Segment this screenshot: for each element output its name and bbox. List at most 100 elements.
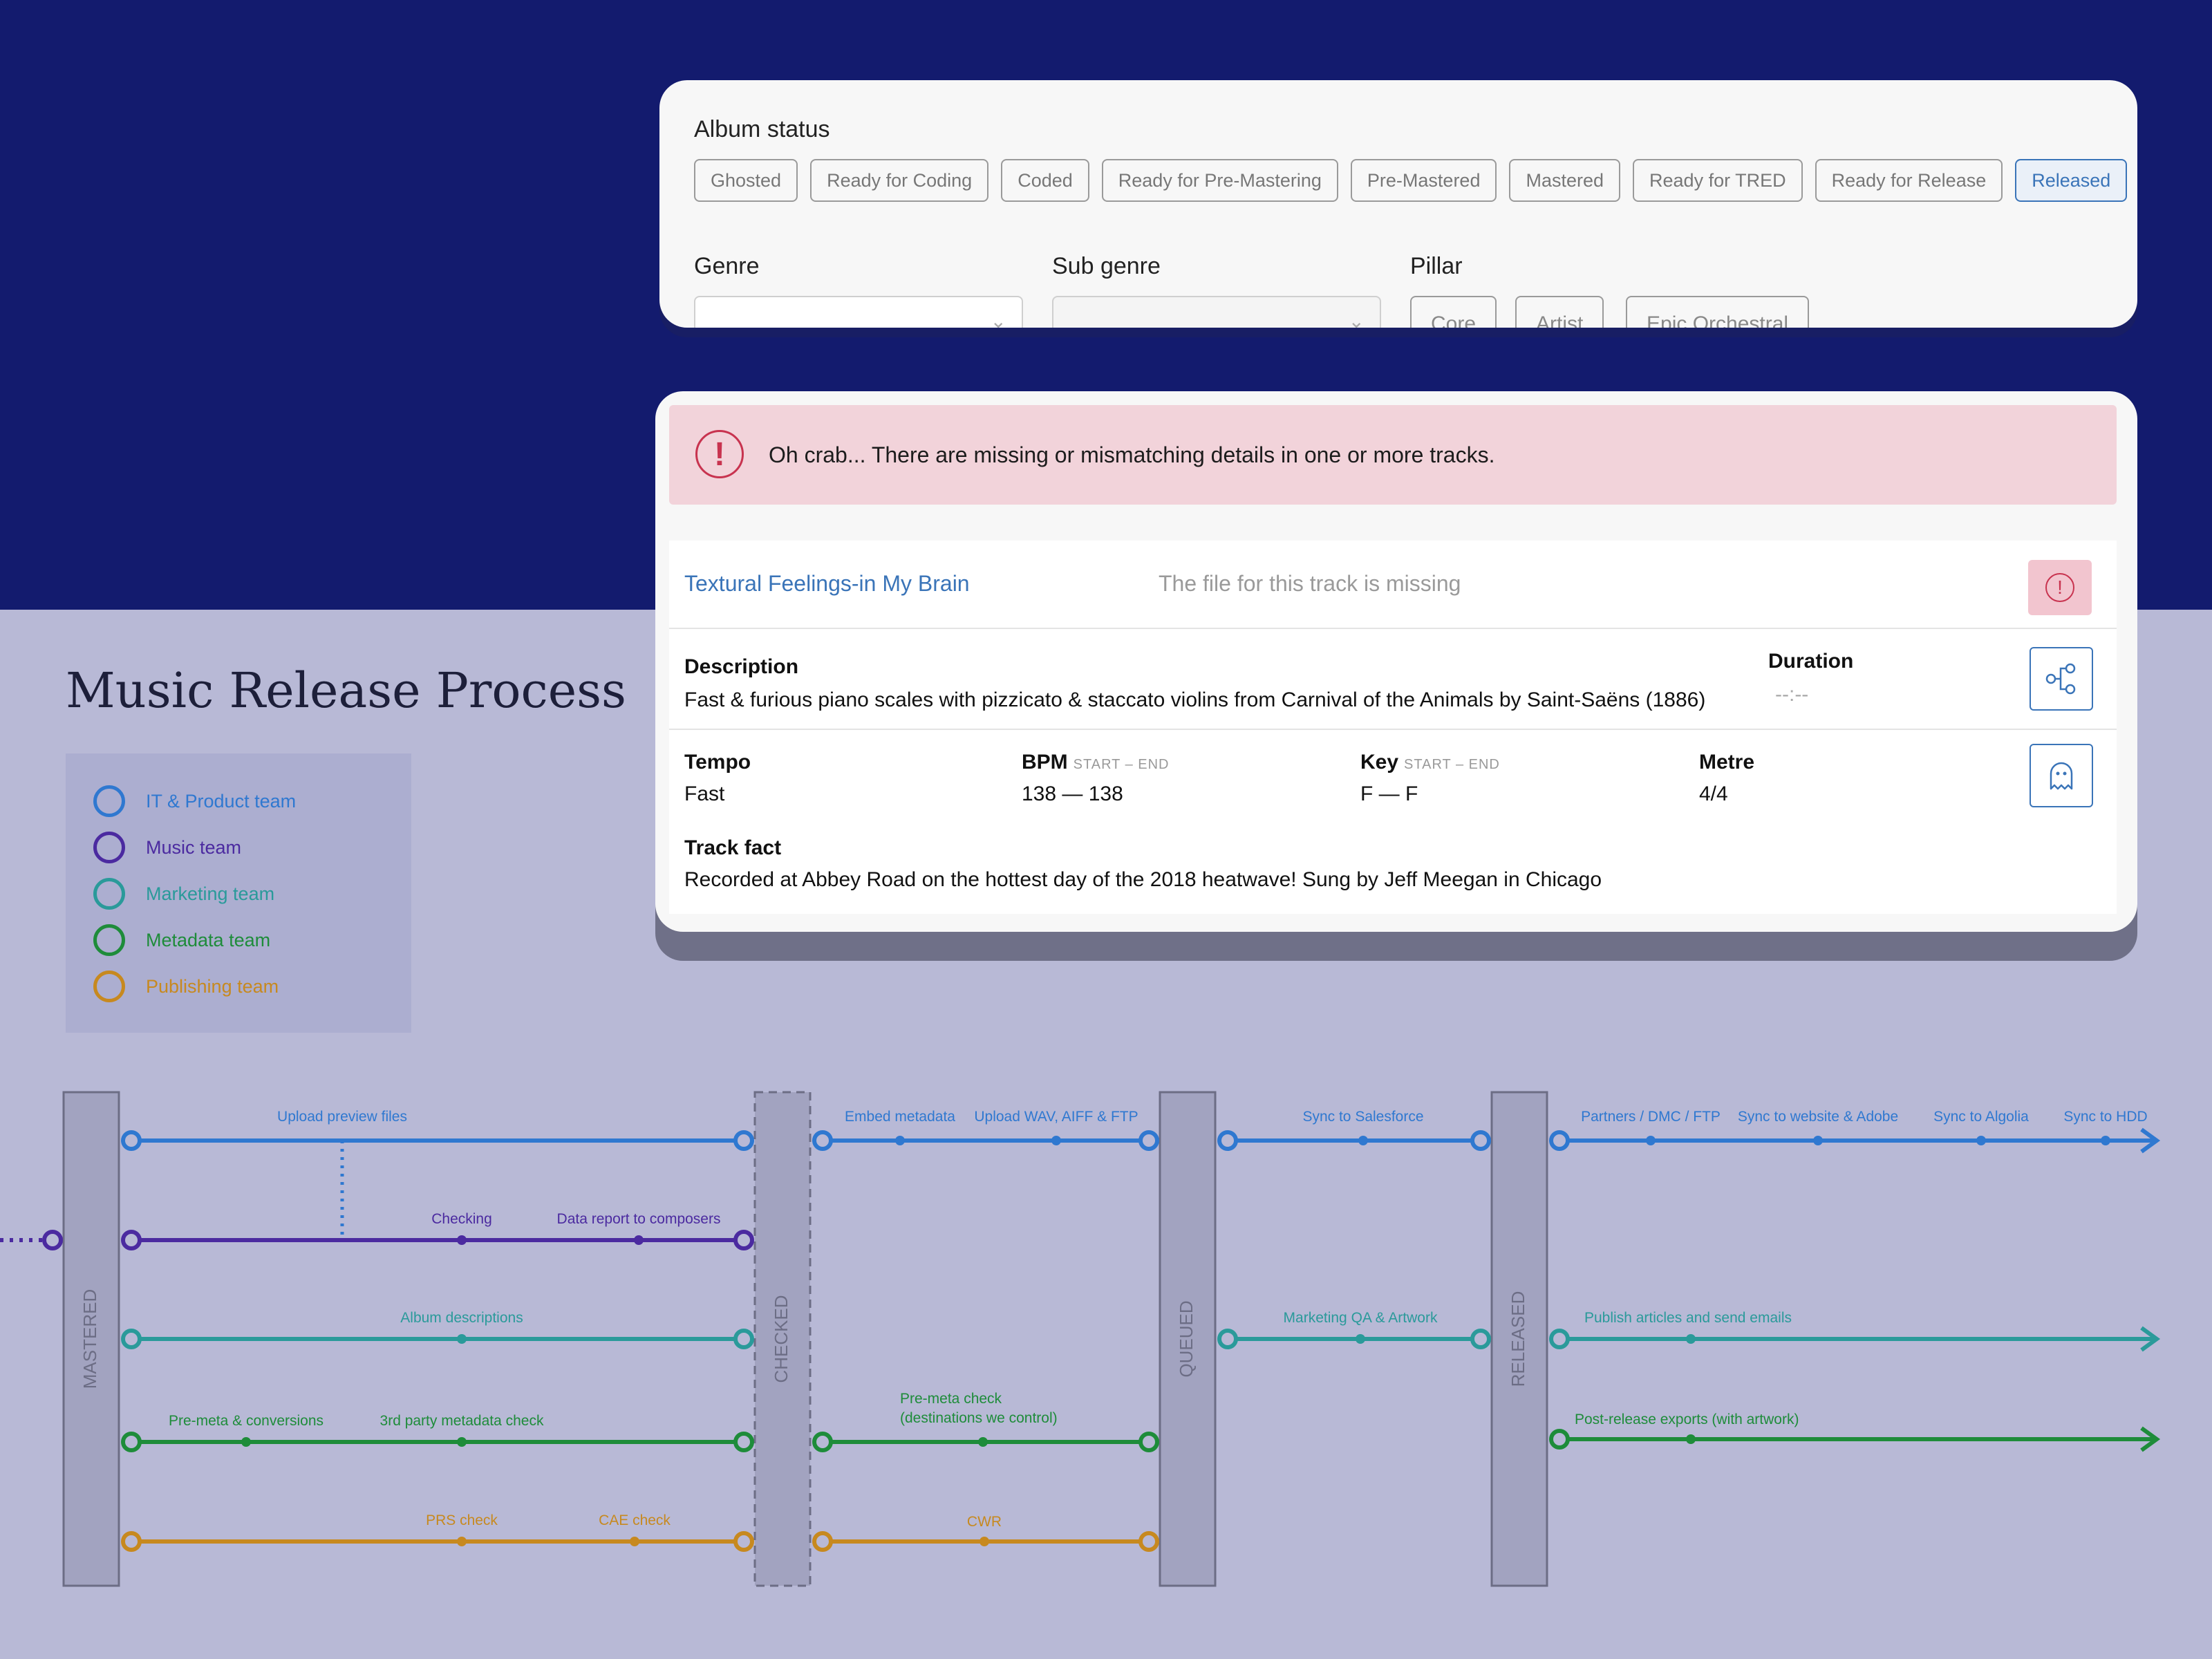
ghost-icon bbox=[2050, 762, 2073, 790]
step-dot bbox=[980, 1537, 989, 1546]
stage-node bbox=[1470, 1130, 1491, 1151]
step-dot bbox=[457, 1334, 467, 1344]
genre-select[interactable]: ⌄ bbox=[694, 296, 1023, 328]
legend-item: Publishing team bbox=[93, 971, 279, 1002]
duration-label: Duration bbox=[1768, 650, 1854, 673]
step-dot bbox=[2101, 1136, 2110, 1145]
stage-node bbox=[1138, 1130, 1159, 1151]
step-label: Publish articles and send emails bbox=[1584, 1310, 1792, 1326]
step-dot bbox=[630, 1537, 639, 1546]
status-chip-ready-for-tred[interactable]: Ready for TRED bbox=[1633, 159, 1803, 202]
alert-circle-icon: ! bbox=[2045, 573, 2074, 602]
duration-value: --:-- bbox=[1775, 683, 1809, 706]
status-chip-pre-mastered[interactable]: Pre-Mastered bbox=[1350, 159, 1497, 202]
step-label: Upload WAV, AIFF & FTP bbox=[974, 1109, 1138, 1125]
error-alert: ! Oh crab... There are missing or mismat… bbox=[669, 405, 2117, 505]
stage-node bbox=[1470, 1329, 1491, 1349]
share-nodes-icon bbox=[2045, 663, 2076, 695]
stage-node bbox=[121, 1432, 142, 1452]
key-value: F — F bbox=[1360, 782, 1418, 805]
stage-node bbox=[1549, 1329, 1570, 1349]
step-label: (destinations we control) bbox=[900, 1410, 1058, 1426]
key-label: Key START – END bbox=[1360, 751, 1500, 774]
share-node-button[interactable] bbox=[2030, 647, 2093, 711]
gate-label: CHECKED bbox=[771, 1295, 791, 1382]
arrow-head-icon bbox=[2140, 1326, 2161, 1352]
step-dot bbox=[457, 1537, 467, 1546]
ghost-button[interactable] bbox=[2030, 744, 2093, 807]
status-chip-ready-for-pre-mastering[interactable]: Ready for Pre-Mastering bbox=[1101, 159, 1338, 202]
album-status-chips: Ghosted Ready for Coding Coded Ready for Pr… bbox=[694, 159, 2128, 202]
track-fact-text: Recorded at Abbey Road on the hottest da… bbox=[684, 868, 1602, 891]
step-dot bbox=[457, 1437, 467, 1447]
pillar-label: Pillar bbox=[1410, 253, 1463, 279]
stage-node bbox=[733, 1531, 754, 1552]
exclamation-icon: ! bbox=[695, 430, 744, 478]
stage-node bbox=[121, 1230, 142, 1250]
legend-label: IT & Product team bbox=[146, 790, 297, 812]
arrow-head-icon bbox=[2140, 1127, 2161, 1154]
step-label: Upload preview files bbox=[277, 1109, 407, 1125]
gate-bar bbox=[1490, 1091, 1548, 1587]
gate-bar bbox=[1159, 1091, 1217, 1587]
description-label: Description bbox=[684, 655, 799, 678]
step-dot bbox=[1358, 1136, 1368, 1145]
arrow-head-icon bbox=[2140, 1426, 2161, 1452]
legend-ring-icon bbox=[93, 971, 125, 1002]
step-label: Pre-meta check bbox=[900, 1391, 1002, 1407]
track-details: Textural Feelings-in My Brain The file f… bbox=[669, 541, 2117, 914]
step-label: Embed metadata bbox=[845, 1109, 955, 1125]
track-error-button[interactable]: ! bbox=[2028, 560, 2092, 615]
metre-value: 4/4 bbox=[1699, 782, 1728, 805]
album-status-title: Album status bbox=[694, 116, 830, 142]
tempo-label: Tempo bbox=[684, 751, 751, 774]
gate-bar bbox=[62, 1091, 120, 1587]
status-chip-ghosted[interactable]: Ghosted bbox=[694, 159, 798, 202]
legend-item: Marketing team bbox=[93, 878, 274, 910]
gate-label: MASTERED bbox=[79, 1289, 100, 1389]
pillar-chip-core[interactable]: Core bbox=[1410, 296, 1497, 328]
tempo-value: Fast bbox=[684, 782, 725, 805]
status-chip-ready-for-coding[interactable]: Ready for Coding bbox=[810, 159, 989, 202]
pillar-chip-artist[interactable]: Artist bbox=[1515, 296, 1604, 328]
pillar-chip-epic-orchestral[interactable]: Epic Orchestral bbox=[1626, 296, 1810, 328]
legend-item: IT & Product team bbox=[93, 785, 296, 817]
step-label: Post-release exports (with artwork) bbox=[1575, 1412, 1799, 1427]
step-dot bbox=[457, 1235, 467, 1245]
stage-node bbox=[42, 1230, 63, 1250]
gate-bar bbox=[753, 1091, 812, 1587]
stage-node bbox=[1138, 1432, 1159, 1452]
gate-label: QUEUED bbox=[1176, 1300, 1197, 1377]
alert-message: Oh crab... There are missing or mismatch… bbox=[769, 442, 1495, 467]
status-chip-released[interactable]: Released bbox=[2015, 159, 2128, 202]
step-label: Pre-meta & conversions bbox=[169, 1413, 324, 1429]
description-text: Fast & furious piano scales with pizzica… bbox=[684, 688, 1706, 711]
legend-label: Metadata team bbox=[146, 929, 271, 950]
legend-label: Music team bbox=[146, 836, 242, 858]
track-header-row: Textural Feelings-in My Brain The file f… bbox=[669, 541, 2117, 629]
step-label: Album descriptions bbox=[400, 1310, 523, 1326]
step-dot bbox=[1686, 1334, 1696, 1344]
stage-node bbox=[733, 1130, 754, 1151]
step-label: Data report to composers bbox=[557, 1211, 721, 1227]
step-dot bbox=[1686, 1434, 1696, 1444]
status-chip-mastered[interactable]: Mastered bbox=[1509, 159, 1621, 202]
status-chip-coded[interactable]: Coded bbox=[1001, 159, 1089, 202]
subgenre-label: Sub genre bbox=[1052, 253, 1161, 279]
stage-node bbox=[1549, 1429, 1570, 1450]
legend-item: Music team bbox=[93, 832, 241, 863]
step-label: 3rd party metadata check bbox=[380, 1413, 544, 1429]
page-title: Music Release Process bbox=[66, 662, 626, 719]
track-info-row: Tempo Fast BPM START – END 138 — 138 Key S… bbox=[669, 730, 2117, 914]
step-label: Sync to HDD bbox=[2063, 1109, 2147, 1125]
step-dot bbox=[1976, 1136, 1986, 1145]
step-dot bbox=[634, 1235, 644, 1245]
subgenre-select[interactable]: ⌄ bbox=[1052, 296, 1381, 328]
description-row: Description Fast & furious piano scales … bbox=[669, 629, 2117, 730]
legend-item: Metadata team bbox=[93, 924, 270, 956]
status-chip-ready-for-release[interactable]: Ready for Release bbox=[1815, 159, 2003, 202]
step-dot bbox=[895, 1136, 905, 1145]
track-name-link[interactable]: Textural Feelings-in My Brain bbox=[684, 571, 970, 596]
legend-ring-icon bbox=[93, 924, 125, 956]
